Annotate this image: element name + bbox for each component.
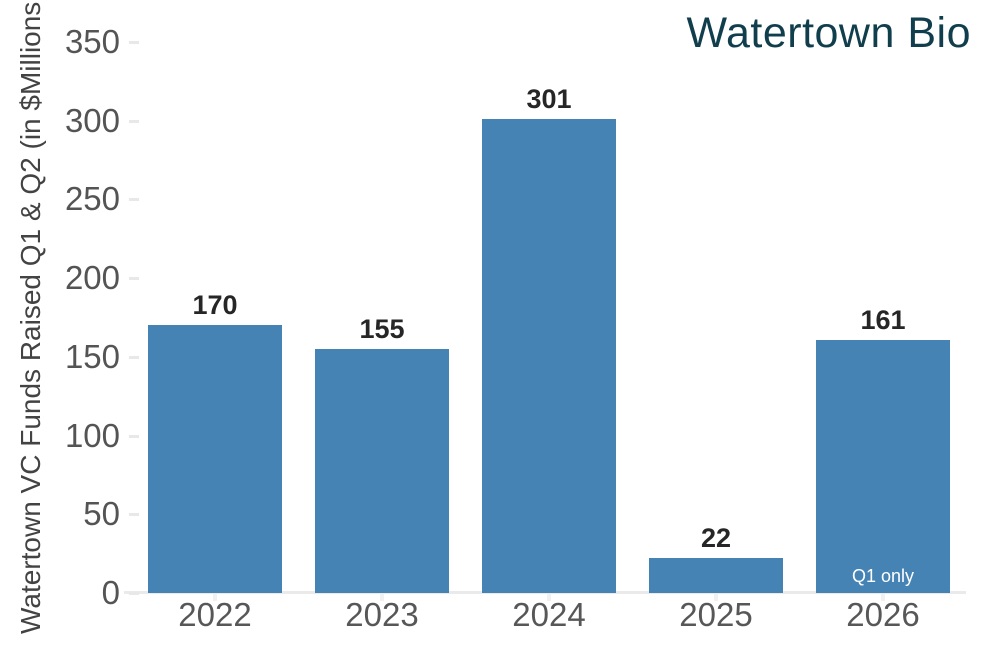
- bar-2024: [482, 119, 616, 593]
- x-axis-tick-label: 2025: [679, 596, 753, 633]
- y-axis-tick-label: 200: [64, 259, 120, 297]
- y-axis-tick-label: 100: [64, 416, 120, 454]
- bar-value-label: 22: [700, 523, 732, 554]
- x-axis-tick-mark: [380, 594, 384, 601]
- y-axis-tick-mark: [129, 434, 139, 438]
- x-axis-tick-label: 2024: [512, 596, 586, 633]
- bar-value-label: 155: [359, 313, 405, 344]
- y-axis-tick-mark: [129, 513, 139, 517]
- x-axis-tick-label: 2022: [178, 596, 252, 633]
- y-axis-tick-label: 150: [64, 337, 120, 375]
- bar-2023: [315, 348, 449, 593]
- chart-title: Watertown Bio: [686, 9, 971, 57]
- bar-2025: [649, 558, 783, 593]
- y-axis-tick-mark: [129, 355, 139, 359]
- bar-value-label: 170: [192, 290, 238, 321]
- bar-2026: [816, 339, 950, 593]
- y-axis-tick-label: 0: [101, 574, 120, 611]
- y-axis-tick-label: 300: [64, 101, 120, 139]
- x-axis-tick-label: 2023: [345, 596, 419, 633]
- y-axis-tick-label: 50: [83, 495, 120, 533]
- x-axis-tick-mark: [547, 594, 551, 601]
- bar-annotation: Q1 only: [851, 566, 915, 586]
- y-axis-tick-mark: [129, 41, 139, 44]
- bar-2022: [148, 325, 282, 593]
- y-axis-tick-mark: [129, 592, 139, 595]
- y-axis-tick-mark: [129, 119, 139, 123]
- y-axis-tick-label: 350: [64, 23, 120, 60]
- bar-value-label: 161: [860, 304, 906, 335]
- x-axis-tick-mark: [714, 594, 718, 601]
- y-axis-tick-label: 250: [64, 180, 120, 218]
- y-axis-tick-mark: [129, 277, 139, 281]
- x-axis-tick-mark: [213, 594, 217, 601]
- bar-value-label: 301: [526, 84, 572, 115]
- y-axis-tick-mark: [129, 198, 139, 202]
- x-axis-tick-mark: [881, 594, 885, 601]
- x-axis-tick-label: 2026: [846, 596, 920, 633]
